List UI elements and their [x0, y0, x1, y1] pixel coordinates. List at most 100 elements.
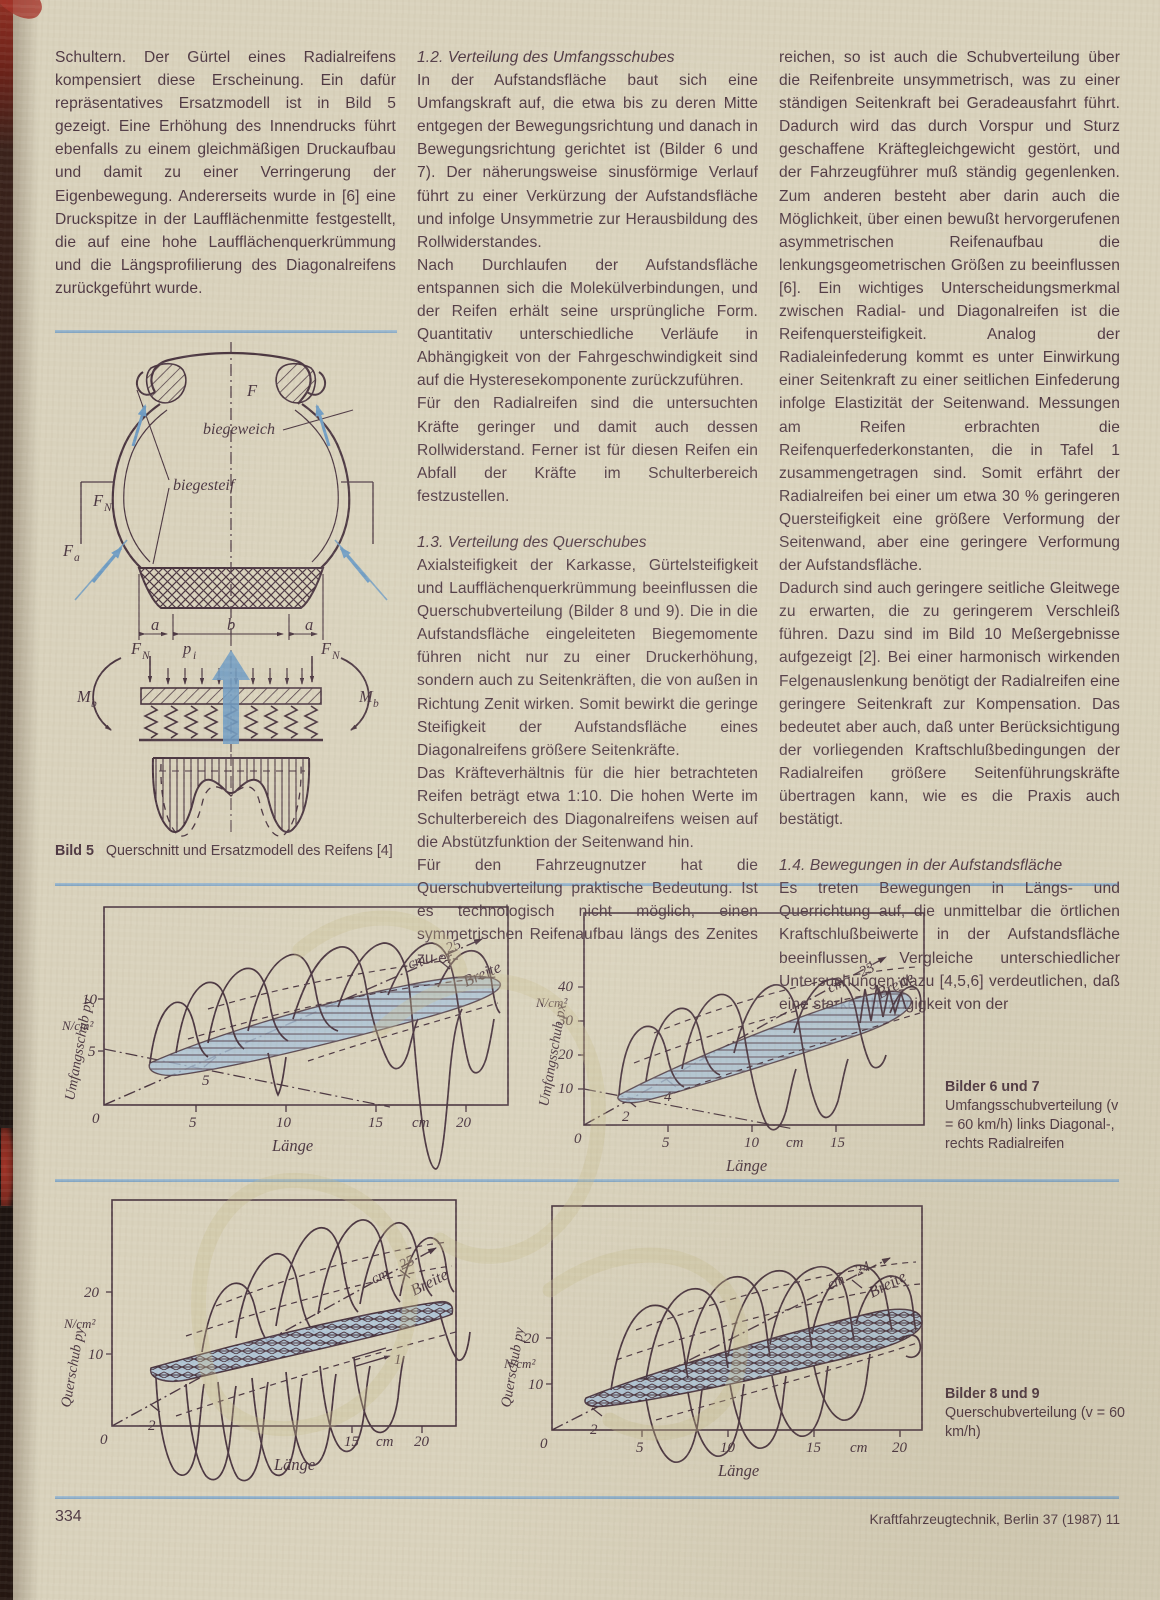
hidden-mesh-lines — [615, 1261, 921, 1421]
caption-label: Bilder 8 und 9 — [945, 1386, 1040, 1402]
caption-text: Querschubverteilung (v = 60 km/h) — [945, 1405, 1126, 1440]
plot-frame — [583, 912, 925, 1126]
paragraph: Für den Radialreifen sind die untersucht… — [417, 395, 758, 505]
label-F: F — [246, 381, 258, 400]
hidden-mesh-lines — [175, 1241, 457, 1417]
label-biegeweich: biegeweich — [203, 421, 275, 438]
axis-ticks — [546, 1279, 901, 1437]
x-tick-5: 5 — [189, 1115, 197, 1131]
hatched-region — [152, 758, 310, 833]
depth-max: 23 — [857, 960, 877, 981]
paragraph: Für den Fahrzeugnutzer hat die Querschub… — [417, 857, 758, 967]
z-unit: N/cm² — [535, 995, 568, 1010]
z-tick-40: 40 — [558, 979, 574, 995]
x-tick-15: 15 — [830, 1135, 846, 1151]
depth-max: 25 — [444, 936, 464, 956]
x-tick-5: 5 — [662, 1135, 670, 1151]
divider-rule — [55, 1496, 1119, 1499]
caption-label: Bild 5 — [55, 843, 94, 859]
depth-unit: cm — [825, 975, 848, 997]
label-FN-sub: N — [103, 502, 113, 514]
chart-bild9-querschub-radialreifen: 20 10 N/cm² 0 5 10 15 20 cm Länge 2 cm 2… — [498, 1205, 923, 1480]
x-tick-15: 15 — [368, 1115, 384, 1131]
z-unit: N/cm² — [61, 1018, 94, 1033]
label-dim-a-left: a — [151, 615, 159, 634]
paragraph: Nach Durchlaufen der Aufstandsfläche ent… — [417, 256, 758, 390]
red-ink-blotch — [1, 1128, 13, 1206]
upper-arcs — [610, 1264, 922, 1391]
x-unit: cm — [412, 1115, 430, 1131]
label-Fa-sub: a — [74, 552, 80, 564]
chart-bild8-querschub-diagonalreifen: 20 10 N/cm² 0 15 20 cm Länge 2 1 cm 25 B… — [58, 1199, 471, 1482]
page-binding-edge — [0, 0, 13, 1600]
x-tick-15: 15 — [806, 1440, 822, 1456]
chart-bild7-umfangsschub-radialreifen: 40 30 20 10 N/cm² 0 5 10 15 cm Länge 2 4… — [535, 912, 925, 1175]
caption-bilder-8-9: Bilder 8 und 9 Querschubverteilung (v = … — [945, 1385, 1125, 1442]
caption-text: Querschnitt und Ersatzmodell des Reifens… — [105, 843, 393, 859]
bead-core-right-hatched — [275, 362, 317, 404]
label-pi-sub: i — [193, 650, 196, 662]
depth-tick-2: 2 — [622, 1109, 630, 1125]
blue-resultant-arrow — [212, 650, 250, 744]
contact-patch-checker — [149, 1300, 454, 1382]
journal-footer: Kraftfahrzeugtechnik, Berlin 37 (1987) 1… — [869, 1512, 1120, 1527]
hidden-mesh-lines — [187, 958, 499, 1062]
label-FN-right-sub: N — [331, 650, 341, 662]
equivalent-beam-model: F N F N p i M b M b — [76, 634, 379, 752]
axis-ticks — [106, 1269, 423, 1433]
depth-unit: cm — [406, 951, 428, 972]
divider-rule — [55, 330, 397, 333]
depth-tick-4: 4 — [664, 1089, 672, 1105]
leader-biegeweich — [282, 409, 354, 431]
x-tick-0: 0 — [100, 1432, 108, 1448]
x-unit: cm — [850, 1440, 868, 1456]
divider-rule — [55, 1179, 1119, 1182]
depth-max: 24 — [853, 1258, 874, 1279]
section-heading-1-2: 1.2. Verteilung des Umfangsschubes — [417, 49, 675, 66]
bracket-right — [341, 481, 374, 544]
paragraph: Das Kräfteverhältnis für die hier betrac… — [417, 764, 758, 852]
z-axis-label: Querschub py — [58, 1326, 88, 1409]
paragraph: Axialsteifigkeit der Karkasse, Gürtelste… — [417, 556, 758, 759]
label-dim-a-right: a — [305, 615, 313, 634]
z-tick-5: 5 — [88, 1044, 96, 1060]
x-unit: cm — [786, 1135, 804, 1151]
label-Mb-left-main: M — [76, 687, 92, 706]
blue-guide-lines — [74, 539, 388, 601]
label-FN-main: F — [92, 491, 104, 510]
depth-max: 25 — [397, 1252, 418, 1273]
bracket-left — [80, 481, 115, 544]
z-unit: N/cm² — [63, 1316, 96, 1331]
label-pi-main: p — [182, 639, 191, 658]
z-tick-10: 10 — [88, 1347, 104, 1363]
surface-mesh — [617, 966, 922, 1131]
page-number: 334 — [55, 1508, 82, 1525]
z-tick-10: 10 — [558, 1081, 574, 1097]
label-FN-left-main: F — [130, 639, 142, 658]
breite-axis — [551, 1257, 891, 1431]
z-tick-30: 30 — [557, 1013, 574, 1029]
x-tick-10: 10 — [720, 1440, 736, 1456]
x-tick-10: 10 — [744, 1135, 760, 1151]
surface-mesh — [584, 1261, 923, 1463]
label-dim-b: b — [227, 615, 235, 634]
reference-diagonal — [583, 1088, 795, 1130]
blue-force-arrows — [91, 404, 371, 583]
paragraph: Dadurch sind auch geringere seitliche Gl… — [779, 580, 1120, 829]
label-Mb-left-sub: b — [91, 698, 97, 710]
x-tick-20: 20 — [892, 1440, 908, 1456]
label-FN-left-sub: N — [141, 650, 151, 662]
x-tick-0: 0 — [574, 1131, 582, 1147]
column-1: Schultern. Der Gürtel eines Radialreifen… — [55, 46, 396, 300]
x-tick-15: 15 — [344, 1434, 360, 1450]
x-axis-label: Länge — [271, 1136, 313, 1155]
paragraph: Schultern. Der Gürtel eines Radialreifen… — [55, 49, 396, 297]
label-Fa-main: F — [62, 541, 74, 560]
hidden-mesh-lines — [633, 966, 921, 1094]
breite-axis — [583, 956, 887, 1126]
pressure-distribution-curve — [151, 754, 311, 837]
sidewall-left-outer — [111, 403, 161, 569]
label-FN-right-main: F — [320, 639, 332, 658]
chart-bild6-umfangsschub-diagonalreifen: 10 5 N/cm² 0 5 10 15 20 cm Länge 5 cm 25… — [61, 906, 509, 1170]
